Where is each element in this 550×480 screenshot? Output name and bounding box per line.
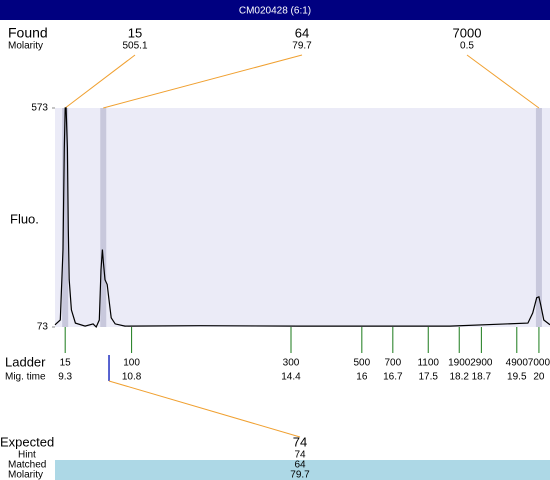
x-tick-label: 16.7 xyxy=(383,372,403,383)
ladder-label: Ladder xyxy=(5,354,46,369)
ladder-size: 500 xyxy=(353,358,370,369)
title: CM020428 (6:1) xyxy=(239,6,311,17)
ladder-size: 1100 xyxy=(417,358,439,369)
ladder-size: 15 xyxy=(60,358,72,369)
x-tick-label: 9.3 xyxy=(58,372,72,383)
expected-row-value: 74 xyxy=(293,434,307,449)
expected-row-label: Hint xyxy=(18,450,36,461)
matched-band xyxy=(55,460,550,480)
trace xyxy=(54,107,550,329)
expected-row-label: Matched xyxy=(8,460,46,471)
peak-connector xyxy=(466,54,540,109)
peak-band xyxy=(100,108,107,327)
ladder-size: 7000 xyxy=(528,358,550,369)
found-molarity: 0.5 xyxy=(460,41,474,52)
x-tick-label: 19.5 xyxy=(507,372,527,383)
y-tick-label: 573 xyxy=(31,103,48,114)
found-label: Found xyxy=(8,25,48,41)
x-tick-label: 20 xyxy=(533,372,545,383)
y-axis-label: Fluo. xyxy=(10,211,39,226)
expected-row-value: 64 xyxy=(294,460,306,471)
ladder-size: 4900 xyxy=(506,358,529,369)
x-tick-label: 14.4 xyxy=(281,372,301,383)
peak-band xyxy=(535,108,542,327)
peak-connector xyxy=(103,54,303,109)
expected-row-value: 74 xyxy=(294,450,306,461)
expected-connector xyxy=(108,380,301,438)
found-size: 7000 xyxy=(453,25,482,40)
time-label: Mig. time xyxy=(5,372,46,383)
found-size: 15 xyxy=(128,25,142,40)
ladder-size: 1900 xyxy=(448,358,471,369)
title-bar xyxy=(0,0,550,20)
found-size: 64 xyxy=(295,25,309,40)
x-tick-label: 16 xyxy=(356,372,368,383)
plot-area xyxy=(55,108,550,327)
ladder-size: 700 xyxy=(384,358,401,369)
ladder-size: 100 xyxy=(123,358,140,369)
peak-connector xyxy=(64,54,136,109)
expected-row-value: 79.7 xyxy=(290,470,310,480)
y-tick-label: 73 xyxy=(37,322,49,333)
ladder-size: 2900 xyxy=(470,358,493,369)
x-tick-label: 17.5 xyxy=(419,372,439,383)
x-tick-label: 18.2 xyxy=(450,372,470,383)
found-molarity: 79.7 xyxy=(292,41,312,52)
peak-band xyxy=(62,108,69,327)
x-tick-label: 10.8 xyxy=(122,372,142,383)
expected-row-label: Expected xyxy=(0,434,54,449)
found-molarity: 505.1 xyxy=(122,41,147,52)
expected-row-label: Molarity xyxy=(8,470,43,480)
x-tick-label: 18.7 xyxy=(472,372,492,383)
found-sublabel: Molarity xyxy=(8,41,43,52)
ladder-size: 300 xyxy=(283,358,300,369)
